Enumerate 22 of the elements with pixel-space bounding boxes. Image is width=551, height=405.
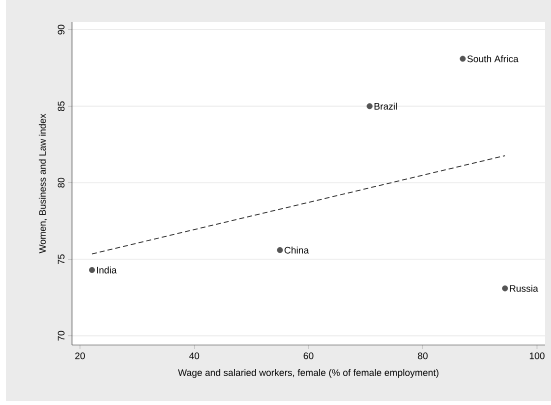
annotation: India bbox=[97, 266, 117, 274]
point bbox=[276, 247, 283, 254]
x-tick-label: 60 bbox=[304, 352, 314, 360]
annotation: Brazil bbox=[374, 102, 397, 110]
x-axis-title: Wage and salaried workers, female (% of female employment) bbox=[178, 369, 438, 378]
y-axis-title: Women, Business and Law index bbox=[38, 114, 47, 254]
point bbox=[89, 267, 95, 273]
x-tick-label: 40 bbox=[189, 352, 200, 360]
point bbox=[366, 103, 373, 110]
annotation: South Africa bbox=[467, 55, 518, 62]
point bbox=[460, 56, 466, 62]
x-tick-label: 100 bbox=[530, 352, 545, 360]
y-tick-label: 90 bbox=[58, 24, 64, 34]
y-tick-label: 70 bbox=[58, 330, 64, 341]
x-tick-label: 80 bbox=[418, 352, 428, 360]
annotation: China bbox=[284, 246, 309, 254]
y-tick-label: 80 bbox=[58, 178, 64, 188]
x-tick-label: 20 bbox=[75, 352, 85, 360]
y-tick-label: 85 bbox=[58, 101, 64, 112]
y-tick-label: 75 bbox=[58, 254, 64, 264]
point bbox=[502, 285, 508, 292]
annotation: Russia bbox=[510, 284, 538, 292]
